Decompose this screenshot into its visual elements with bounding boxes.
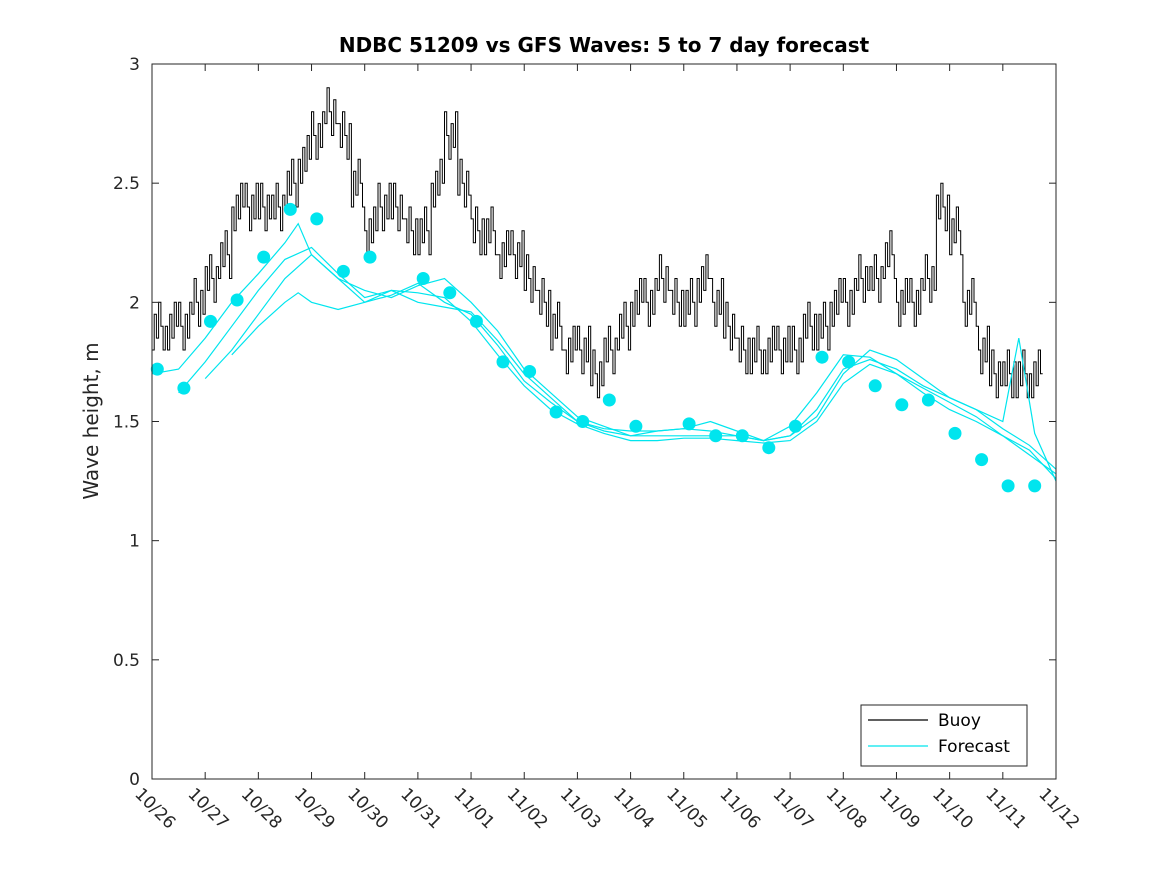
forecast-marker [788,419,802,433]
legend-forecast-label: Forecast [938,737,1010,757]
y-tick-label: 0 [129,770,140,790]
y-axis: 0 0.5 1 1.5 2 2.5 3 [113,55,1056,790]
legend-box [860,704,1028,767]
forecast-marker [735,429,749,443]
forecast-marker [257,250,271,264]
forecast-marker [204,314,217,328]
forecast-marker [416,272,430,285]
forecast-marker [602,393,616,407]
forecast-marker [150,362,164,376]
y-tick-label: 1 [129,532,140,552]
forecast-marker [177,381,191,395]
y-tick-label: 0.5 [113,651,140,671]
forecast-marker [629,419,643,433]
forecast-marker [868,379,882,393]
forecast-marker [230,293,244,307]
series-line-forecast-3 [204,253,1057,480]
forecast-marker [549,405,563,419]
forecast-marker [363,250,377,264]
forecast-marker [921,393,935,407]
forecast-marker [1028,479,1042,493]
legend-buoy-label: Buoy [938,711,981,731]
forecast-marker [842,355,856,369]
y-tick-label: 3 [129,55,140,75]
series-line-buoy [152,87,1043,399]
forecast-marker [443,286,457,300]
forecast-marker [336,264,350,278]
forecast-marker [576,415,590,428]
y-tick-label: 1.5 [113,413,140,433]
chart-title: NDBC 51209 vs GFS Waves: 5 to 7 day fore… [339,33,870,57]
forecast-marker [310,212,324,226]
series-line-forecast-4 [231,282,1057,482]
forecast-marker [895,398,909,412]
forecast-marker [682,417,696,431]
forecast-marker [815,350,829,364]
plot-area [150,87,1057,493]
forecast-marker [975,453,989,467]
forecast-marker [283,202,297,216]
forecast-marker [496,355,510,369]
y-tick-label: 2 [129,293,140,313]
series-line-forecast-2 [178,246,1057,470]
y-axis-label: Wave height, m [79,342,103,499]
forecast-marker [948,426,962,440]
legend: Buoy Forecast [860,704,1028,767]
forecast-marker [709,429,723,443]
forecast-marker [1001,479,1015,493]
forecast-marker [469,314,483,328]
y-tick-label: 2.5 [113,174,140,194]
forecast-marker [523,365,537,378]
forecast-marker [762,441,776,455]
series-line-forecast-1 [151,222,1057,475]
